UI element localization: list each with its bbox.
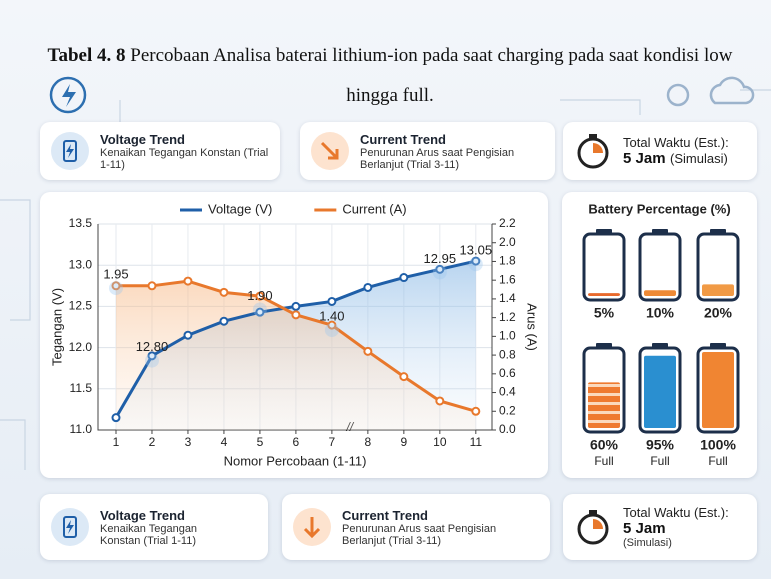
point xyxy=(292,303,299,310)
y2-axis-label: Arus (A) xyxy=(525,303,540,351)
point xyxy=(436,397,443,404)
annotation: 1.95 xyxy=(103,267,128,282)
x-tick-label: 7 xyxy=(329,435,336,449)
x-tick-label: 11 xyxy=(470,435,483,449)
point xyxy=(292,311,299,318)
chart: 11.0 11.5 12.0 12.5 13.0 13.5 1 2 3 4 5 6 7 8 9 10 11 0.0… xyxy=(0,0,771,579)
battery-fill xyxy=(644,356,676,428)
battery-label: 100% xyxy=(700,437,736,453)
x-tick-label: 5 xyxy=(257,435,264,449)
y-axis-label: Tegangan (V) xyxy=(49,288,64,366)
y-tick-label: 13.5 xyxy=(69,216,93,230)
point xyxy=(328,298,335,305)
battery-status: Full xyxy=(650,454,669,468)
point xyxy=(400,373,407,380)
y2-tick-label: 0.8 xyxy=(499,347,516,361)
y-tick-label: 12.0 xyxy=(69,340,93,354)
battery-fill xyxy=(702,352,734,428)
y-tick-label: 12.5 xyxy=(69,299,93,313)
annotation-glow xyxy=(469,257,483,271)
y2-tick-label: 1.2 xyxy=(499,310,516,324)
y-tick-label: 11.5 xyxy=(70,381,93,395)
x-axis-label: Nomor Percobaan (1-11) xyxy=(224,453,367,468)
y-tick-label: 11.0 xyxy=(70,422,93,436)
annotation-glow xyxy=(253,303,267,317)
point xyxy=(220,289,227,296)
page: { "caption": {"label": "Tabel 4. 8", "te… xyxy=(0,0,771,579)
y2-tick-label: 0.6 xyxy=(499,366,516,380)
legend-label: Current (A) xyxy=(342,201,406,216)
point xyxy=(184,278,191,285)
x-tick-label: 6 xyxy=(293,435,300,449)
battery-label: 5% xyxy=(594,305,615,321)
point xyxy=(148,282,155,289)
annotation: 12.80 xyxy=(136,339,169,354)
y2-tick-label: 0.0 xyxy=(499,422,516,436)
y2-tick-label: 1.4 xyxy=(499,291,516,305)
y2-tick-label: 1.0 xyxy=(499,329,516,343)
x-tick-label: 1 xyxy=(113,435,120,449)
annotation-glow xyxy=(145,354,159,368)
x-tick-label: 2 xyxy=(149,435,156,449)
annotation: 12.95 xyxy=(424,251,457,266)
point xyxy=(364,284,371,291)
y2-tick-label: 2.2 xyxy=(499,216,516,230)
battery-label: 60% xyxy=(590,437,619,453)
point xyxy=(364,348,371,355)
y2-tick-label: 1.8 xyxy=(499,254,516,268)
battery-body xyxy=(640,234,680,300)
battery-status: Full xyxy=(594,454,613,468)
point xyxy=(184,332,191,339)
annotation-glow xyxy=(109,281,123,295)
point xyxy=(400,274,407,281)
annotation: 13.05 xyxy=(460,243,493,258)
battery-fill xyxy=(702,284,734,296)
battery-label: 95% xyxy=(646,437,675,453)
battery-title: Battery Percentage (%) xyxy=(588,201,730,216)
annotation: 1.90 xyxy=(247,288,272,303)
annotation: 1.40 xyxy=(319,309,344,324)
battery-body xyxy=(584,234,624,300)
y-tick-label: 13.0 xyxy=(69,257,93,271)
annotation-glow xyxy=(325,323,339,337)
x-tick-label: 10 xyxy=(433,435,447,449)
point xyxy=(112,414,119,421)
point xyxy=(472,408,479,415)
battery-status: Full xyxy=(708,454,727,468)
x-tick-label: 4 xyxy=(221,435,228,449)
y2-tick-label: 2.0 xyxy=(499,235,516,249)
annotation-glow xyxy=(433,265,447,279)
battery-label: 20% xyxy=(704,305,733,321)
x-tick-label: 3 xyxy=(185,435,192,449)
x-tick-label: 9 xyxy=(401,435,408,449)
x-tick-label: 8 xyxy=(365,435,372,449)
point xyxy=(220,318,227,325)
battery-fill xyxy=(644,290,676,296)
y2-tick-label: 1.6 xyxy=(499,272,516,286)
battery-label: 10% xyxy=(646,305,675,321)
battery-fill xyxy=(588,382,620,428)
battery-fill xyxy=(588,293,620,296)
y2-tick-label: 0.2 xyxy=(499,403,516,417)
y2-tick-label: 0.4 xyxy=(499,385,516,399)
legend-label: Voltage (V) xyxy=(208,201,272,216)
